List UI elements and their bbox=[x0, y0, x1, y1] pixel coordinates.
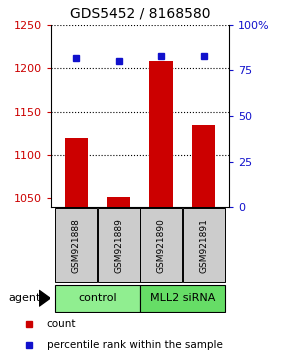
Bar bbox=[65, 138, 88, 207]
Bar bbox=[192, 125, 215, 207]
Text: percentile rank within the sample: percentile rank within the sample bbox=[46, 341, 222, 350]
Text: GSM921889: GSM921889 bbox=[114, 218, 123, 273]
FancyBboxPatch shape bbox=[183, 208, 225, 282]
Text: MLL2 siRNA: MLL2 siRNA bbox=[150, 293, 215, 303]
Title: GDS5452 / 8168580: GDS5452 / 8168580 bbox=[70, 7, 210, 21]
FancyBboxPatch shape bbox=[55, 285, 140, 312]
Bar bbox=[149, 61, 173, 207]
Bar bbox=[107, 197, 130, 207]
Text: GSM921888: GSM921888 bbox=[72, 218, 81, 273]
Text: GSM921891: GSM921891 bbox=[199, 218, 208, 273]
Text: control: control bbox=[78, 293, 117, 303]
FancyBboxPatch shape bbox=[140, 208, 182, 282]
FancyBboxPatch shape bbox=[55, 208, 97, 282]
Text: count: count bbox=[46, 319, 76, 329]
FancyBboxPatch shape bbox=[98, 208, 140, 282]
Text: agent: agent bbox=[9, 293, 41, 303]
FancyBboxPatch shape bbox=[140, 285, 225, 312]
Text: GSM921890: GSM921890 bbox=[157, 218, 166, 273]
Polygon shape bbox=[39, 290, 50, 306]
